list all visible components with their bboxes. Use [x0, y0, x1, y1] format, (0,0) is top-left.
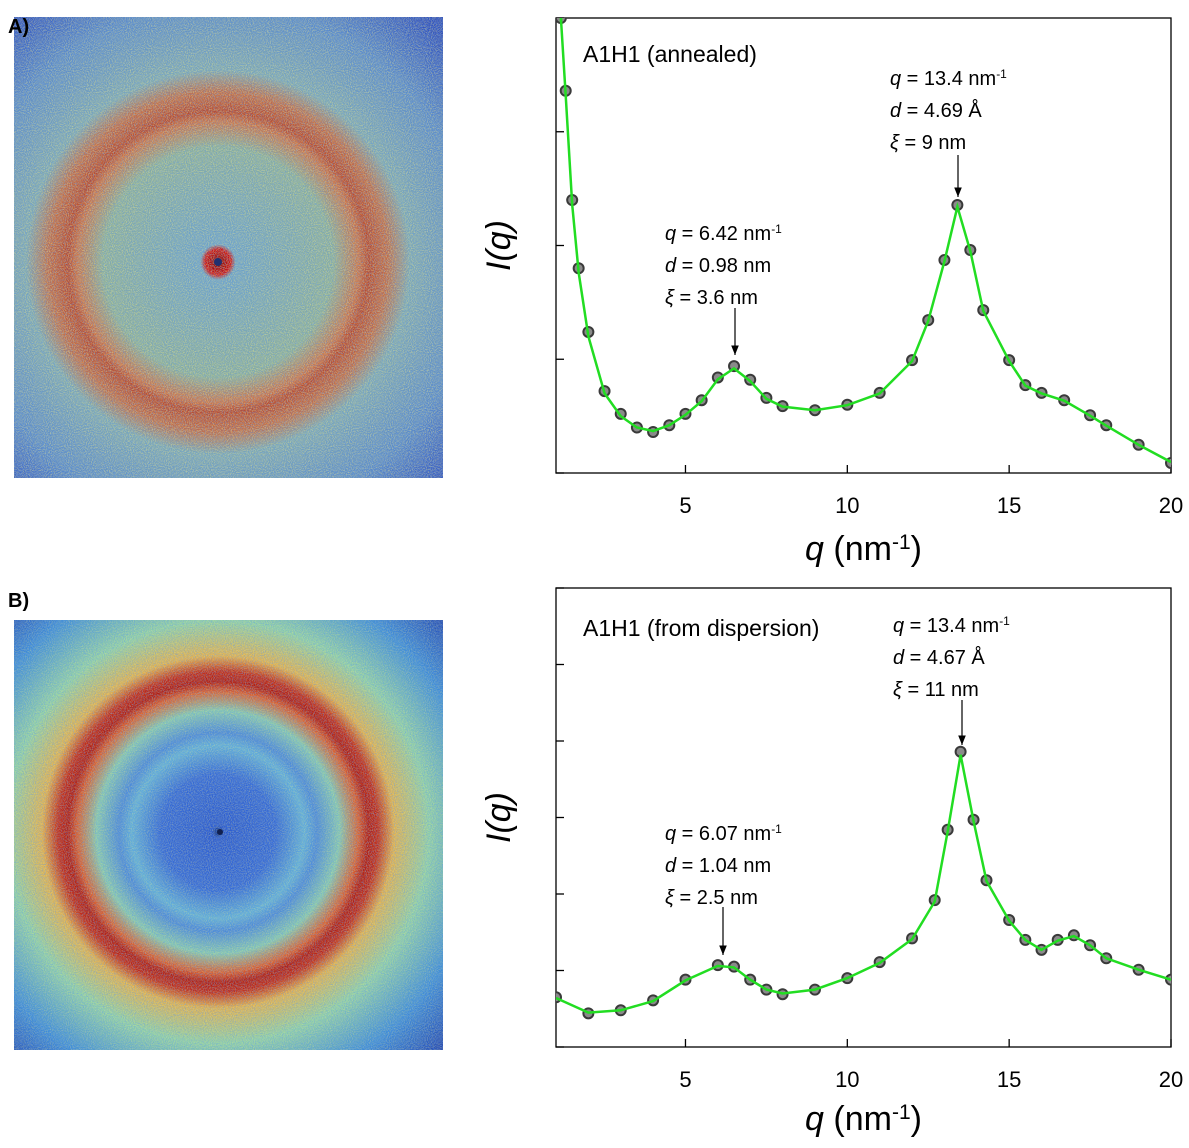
text-run: -1: [771, 222, 782, 236]
text-run: = 11 nm: [902, 679, 979, 701]
text-run: ξ: [665, 887, 675, 909]
text-run: A1H1 (from dispersion): [583, 615, 819, 641]
annotation: ξ = 3.6 nm: [665, 287, 758, 309]
annotation: d = 4.67 Å: [893, 646, 985, 669]
detector-image-a: [14, 17, 443, 478]
text-run: d: [890, 100, 902, 122]
text-run: -1: [996, 67, 1007, 81]
text-run: = 0.98 nm: [676, 255, 771, 277]
plot-frame: [555, 587, 1172, 1048]
x-tick-label: 10: [835, 1067, 859, 1092]
text-run: A1H1 (annealed): [583, 41, 757, 67]
text-run: = 2.5 nm: [674, 887, 758, 909]
annotation: d = 0.98 nm: [665, 255, 771, 277]
fit-line: [559, 18, 1171, 464]
text-run: = 6.42 nm: [676, 223, 771, 245]
text-run: I(q): [480, 792, 518, 843]
annotation: d = 4.69 Å: [890, 99, 982, 122]
plot: 5 10 15 20q (nm-1)I(q)A1H1 (from dispersion…: [480, 587, 1183, 1138]
text-run: = 13.4 nm: [901, 68, 996, 90]
x-tick-label: 5: [679, 493, 691, 518]
text-run: = 3.6 nm: [674, 287, 758, 309]
annotation: q = 13.4 nm-1: [890, 67, 1007, 90]
text-run: d: [665, 255, 677, 277]
x-tick-label: 15: [997, 493, 1021, 518]
fit-line: [556, 754, 1171, 1014]
x-axis-label: q (nm-1): [805, 530, 922, 568]
text-run: q: [805, 530, 824, 568]
annotation: q = 6.07 nm-1: [665, 822, 782, 845]
text-run: = 13.4 nm: [904, 615, 999, 637]
annotation: A1H1 (from dispersion): [583, 615, 819, 641]
text-run: ξ: [890, 132, 900, 154]
text-run: ): [911, 530, 922, 568]
text-run: q: [665, 823, 676, 845]
panel-label: A): [8, 16, 29, 38]
text-run: ξ: [893, 679, 903, 701]
annotation: ξ = 2.5 nm: [665, 887, 758, 909]
x-tick-label: 5: [679, 1067, 691, 1092]
annotation: d = 1.04 nm: [665, 855, 771, 877]
text-run: = 1.04 nm: [676, 855, 771, 877]
plot-frame: [555, 17, 1172, 474]
text-run: (nm: [824, 1100, 892, 1138]
y-axis-label: I(q): [480, 792, 518, 843]
x-tick-label: 20: [1159, 493, 1183, 518]
text-run: q: [890, 68, 901, 90]
text-run: -1: [771, 822, 782, 836]
x-tick-label: 15: [997, 1067, 1021, 1092]
text-run: = 4.69 Å: [901, 99, 982, 122]
text-run: d: [893, 647, 905, 669]
text-run: = 9 nm: [899, 132, 966, 154]
text-run: I(q): [480, 220, 518, 271]
annotation: q = 13.4 nm-1: [893, 614, 1010, 637]
text-run: = 6.07 nm: [676, 823, 771, 845]
panel-label: B): [8, 590, 29, 612]
annotation: A1H1 (annealed): [583, 41, 757, 67]
text-run: q: [665, 223, 676, 245]
text-run: q: [805, 1100, 824, 1138]
text-run: -1: [999, 614, 1010, 628]
annotation: q = 6.42 nm-1: [665, 222, 782, 245]
x-tick-label: 10: [835, 493, 859, 518]
annotation: ξ = 11 nm: [893, 679, 979, 701]
annotation: ξ = 9 nm: [890, 132, 966, 154]
text-run: ): [911, 1100, 922, 1138]
detector-image-b: [14, 620, 443, 1050]
text-run: d: [665, 855, 677, 877]
plot: 5 10 15 20q (nm-1)I(q)A1H1 (annealed)q = 6.…: [480, 17, 1183, 568]
text-run: ξ: [665, 287, 675, 309]
data-point: [711, 371, 724, 384]
y-axis-label: I(q): [480, 220, 518, 271]
x-tick-label: 20: [1159, 1067, 1183, 1092]
text-run: (nm: [824, 530, 892, 568]
text-run: -1: [892, 531, 911, 554]
x-axis-label: q (nm-1): [805, 1100, 922, 1138]
text-run: q: [893, 615, 904, 637]
text-run: = 4.67 Å: [904, 646, 985, 669]
text-run: -1: [892, 1101, 911, 1124]
